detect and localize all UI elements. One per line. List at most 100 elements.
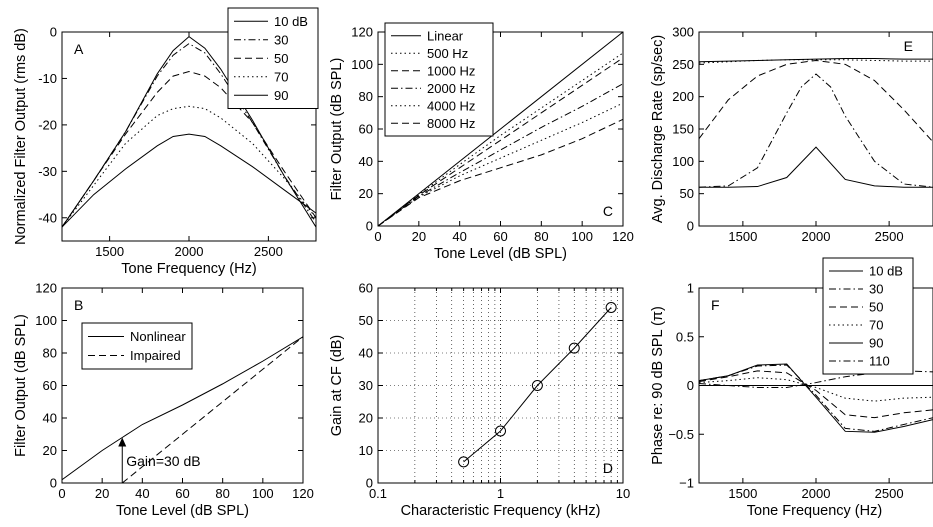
panel-d: 0.1 1 10 0 10 20 30 40 50 60 Characteristic Freque… bbox=[329, 281, 630, 520]
panel-e: 1500 2000 2500 0 50 100 150 200 250 300 Avg. Disch… bbox=[650, 25, 933, 244]
grid bbox=[378, 288, 623, 483]
panel-label: F bbox=[711, 297, 720, 313]
x-axis-label: Tone Frequency (Hz) bbox=[747, 503, 882, 519]
x-tick-label: 20 bbox=[95, 486, 109, 501]
series-line-70 bbox=[699, 59, 933, 64]
y-tick-label: 50 bbox=[680, 186, 694, 201]
y-axis-label: Normalized Filter Output (rms dB) bbox=[13, 28, 29, 245]
series-group bbox=[378, 32, 623, 226]
y-tick-label: 60 bbox=[43, 378, 57, 393]
x-tick-label: 0 bbox=[58, 486, 65, 501]
y-tick-label: -30 bbox=[38, 164, 57, 179]
x-axis-label: Tone Level (dB SPL) bbox=[434, 246, 567, 262]
x-tick-label: 2000 bbox=[802, 229, 831, 244]
x-tick-label: 1500 bbox=[728, 486, 757, 501]
x-tick-label: 100 bbox=[571, 229, 593, 244]
legend: 10 dB 30 50 70 90 bbox=[227, 7, 319, 109]
y-tick-label: 0.5 bbox=[676, 329, 694, 344]
series-line-50 bbox=[699, 370, 933, 419]
series-group bbox=[463, 307, 612, 463]
series-line-linear bbox=[378, 32, 623, 226]
series-group bbox=[62, 35, 316, 228]
annotation-arrow-head bbox=[118, 437, 127, 447]
y-tick-label: 100 bbox=[351, 57, 373, 72]
x-axis-label: Tone Frequency (Hz) bbox=[121, 261, 256, 277]
series-line-8000-hz bbox=[378, 118, 623, 226]
y-axis-label: Avg. Discharge Rate (sp/sec) bbox=[650, 35, 666, 223]
y-tick-label: 100 bbox=[672, 154, 694, 169]
legend-box bbox=[227, 7, 319, 109]
panel-label: E bbox=[904, 38, 913, 54]
y-tick-label: 80 bbox=[359, 89, 373, 104]
x-tick-label: 2500 bbox=[875, 229, 904, 244]
legend-entry: 4000 Hz bbox=[427, 98, 475, 113]
series-line-0 bbox=[463, 307, 612, 463]
x-tick-label: 10 bbox=[616, 486, 630, 501]
x-tick-label: 80 bbox=[534, 229, 548, 244]
x-tick-label: 0 bbox=[374, 229, 381, 244]
series-line-70 bbox=[699, 377, 933, 402]
legend-entry: 30 bbox=[869, 282, 883, 297]
y-tick-label: 20 bbox=[359, 186, 373, 201]
panel-c: 0 20 40 60 80 100 120 0 20 40 60 80 100 120 Tone Level… bbox=[329, 22, 634, 262]
legend: Linear 500 Hz 1000 Hz 2000 Hz 4000 Hz 8000 Hz bbox=[384, 22, 494, 137]
y-tick-label: 60 bbox=[359, 122, 373, 137]
data-point bbox=[531, 380, 543, 391]
y-tick-label: 0 bbox=[50, 25, 57, 40]
legend-entry: 70 bbox=[869, 318, 883, 333]
panel-label: D bbox=[603, 460, 613, 476]
y-tick-label: 30 bbox=[359, 378, 373, 393]
series-group bbox=[62, 336, 303, 483]
x-tick-label: 1 bbox=[497, 486, 504, 501]
y-tick-label: 20 bbox=[359, 411, 373, 426]
y-tick-label: 40 bbox=[359, 346, 373, 361]
panel-label: C bbox=[603, 203, 613, 219]
x-tick-label: 120 bbox=[612, 229, 634, 244]
y-tick-label: −1 bbox=[679, 476, 694, 491]
legend-entry: 50 bbox=[869, 300, 883, 315]
series-line-10-db bbox=[699, 146, 933, 188]
y-tick-label: 250 bbox=[672, 57, 694, 72]
x-tick-label: 2500 bbox=[875, 486, 904, 501]
y-tick-label: 80 bbox=[43, 346, 57, 361]
legend-box bbox=[81, 322, 193, 370]
series-line-30 bbox=[62, 43, 316, 228]
legend-entry: Nonlinear bbox=[130, 329, 186, 344]
legend-entry: 50 bbox=[274, 51, 288, 66]
legend-entry: 110 bbox=[869, 354, 890, 369]
x-axis-label: Characteristic Frequency (kHz) bbox=[401, 503, 601, 519]
y-axis-label: Filter Output (dB SPL) bbox=[13, 314, 29, 457]
x-tick-label: 40 bbox=[452, 229, 466, 244]
x-tick-label: 1500 bbox=[728, 229, 757, 244]
y-tick-label: 100 bbox=[35, 313, 57, 328]
legend: Nonlinear Impaired bbox=[81, 322, 193, 370]
x-tick-label: 1500 bbox=[95, 244, 124, 259]
series-group bbox=[699, 58, 933, 188]
y-tick-label: 200 bbox=[672, 89, 694, 104]
data-point bbox=[495, 425, 506, 437]
x-tick-label: 2000 bbox=[175, 244, 204, 259]
y-tick-label: 120 bbox=[35, 281, 57, 296]
legend-entry: 10 dB bbox=[869, 264, 903, 279]
series-line-4000-hz bbox=[378, 102, 623, 226]
legend-box bbox=[822, 257, 914, 375]
legend-entry: 8000 Hz bbox=[427, 116, 475, 131]
panel-b: 0 20 40 60 80 100 120 0 20 40 60 80 100 120 Tone Level… bbox=[13, 281, 314, 520]
data-point bbox=[605, 302, 617, 313]
y-axis-label: Phase re: 90 dB SPL (π) bbox=[650, 306, 666, 465]
y-axis-label: Filter Output (dB SPL) bbox=[329, 58, 345, 201]
series-line-1000-hz bbox=[378, 57, 623, 226]
panel-label: B bbox=[74, 297, 83, 313]
series-line-50 bbox=[699, 59, 933, 143]
x-tick-label: 80 bbox=[215, 486, 229, 501]
legend-entry: 70 bbox=[274, 69, 288, 84]
x-tick-label: 20 bbox=[412, 229, 426, 244]
y-tick-label: 150 bbox=[672, 122, 694, 137]
legend-entry: 10 dB bbox=[274, 14, 308, 29]
legend-entry: Linear bbox=[427, 28, 464, 43]
y-tick-label: 0 bbox=[366, 219, 373, 234]
legend-box bbox=[384, 22, 494, 137]
y-tick-label: −0.5 bbox=[668, 427, 694, 442]
series-line-2000-hz bbox=[378, 83, 623, 226]
